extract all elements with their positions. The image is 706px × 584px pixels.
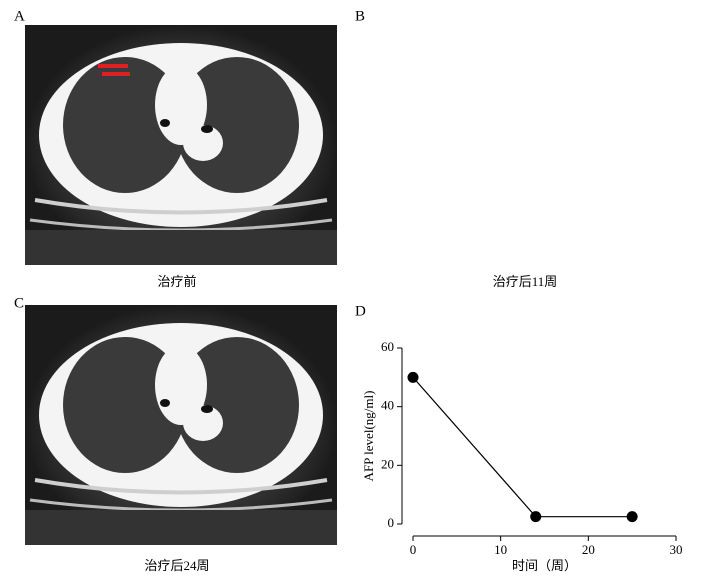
x-tick-label: 30	[670, 542, 683, 557]
x-tick-label: 10	[494, 542, 507, 557]
panel-label: B	[355, 8, 365, 24]
y-tick-label: 20	[381, 456, 394, 471]
x-axis-label: 时间（周）	[512, 558, 577, 573]
ct-image	[366, 23, 682, 267]
caption: 治疗后24周	[144, 558, 209, 573]
panel-label: D	[355, 303, 366, 319]
annotation-arrow	[98, 64, 128, 68]
y-tick-label: 60	[381, 339, 394, 354]
data-point	[407, 371, 419, 383]
caption: 治疗前	[157, 274, 196, 289]
y-tick-label: 0	[388, 515, 395, 530]
annotation-arrow	[102, 72, 130, 76]
y-tick-label: 40	[381, 398, 394, 413]
x-tick-label: 0	[410, 542, 417, 557]
ct-image	[23, 23, 339, 267]
caption: 治疗后11周	[493, 274, 558, 289]
chart: 0 20 40 60 0 10 20 30 时间（周） AFP level(ng/ml)	[361, 339, 683, 573]
panel-label: C	[14, 295, 24, 311]
y-axis-label: AFP level(ng/ml)	[361, 391, 376, 482]
data-line	[412, 376, 633, 518]
panel-label: A	[14, 8, 25, 24]
data-point	[530, 511, 542, 523]
x-tick-label: 20	[582, 542, 595, 557]
data-point	[626, 511, 638, 523]
ct-image	[23, 303, 339, 547]
